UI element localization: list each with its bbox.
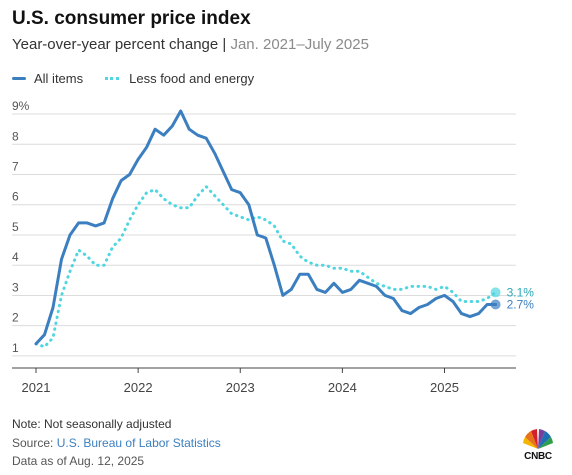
series-end-markers: 3.1%2.7% (490, 285, 535, 312)
data-as-of: Data as of Aug. 12, 2025 (12, 454, 145, 468)
y-tick-label: 2 (12, 311, 19, 325)
chart-note: Note: Not seasonally adjusted (12, 417, 172, 431)
x-tick-label: 2025 (430, 380, 459, 395)
cnbc-logo: CNBC (515, 425, 561, 465)
series-end-label: 2.7% (507, 298, 535, 312)
logo-text: CNBC (524, 451, 552, 462)
x-tick-label: 2021 (22, 380, 51, 395)
x-tick-label: 2024 (328, 380, 357, 395)
y-tick-label: 3 (12, 280, 19, 294)
y-tick-label: 4 (12, 250, 19, 264)
grid-lines (12, 113, 516, 357)
legend-item-core: Less food and energy (105, 71, 254, 86)
y-tick-label: 8 (12, 129, 19, 143)
source-link[interactable]: U.S. Bureau of Labor Statistics (56, 436, 221, 450)
legend-swatch-dotted (105, 77, 120, 80)
series-lines (34, 109, 498, 349)
y-axis-ticks: 1 2 3 4 5 6 7 8 9% (12, 99, 30, 355)
x-axis: 2021 2022 2023 2024 2025 (12, 367, 516, 395)
chart-source: Source: U.S. Bureau of Labor Statistics (12, 436, 221, 450)
peacock-logo-icon (523, 429, 553, 449)
chart-title: U.S. consumer price index (12, 8, 251, 29)
subtitle-range: Jan. 2021–July 2025 (230, 36, 369, 53)
line-chart: 1 2 3 4 5 6 7 8 9% 2021 2022 2023 2024 2025 3.1%2.7% (12, 99, 535, 395)
series-end-dot (490, 299, 501, 310)
legend-label: All items (34, 71, 84, 86)
series-line-core (34, 185, 498, 349)
subtitle-main: Year-over-year percent change | (12, 36, 231, 53)
x-tick-label: 2023 (226, 380, 255, 395)
y-tick-label: 6 (12, 190, 19, 204)
series-end-label: 3.1% (507, 285, 535, 299)
y-tick-label: 5 (12, 220, 19, 234)
legend-label: Less food and energy (129, 71, 255, 86)
y-tick-label: 1 (12, 341, 19, 355)
source-label: Source: (12, 436, 57, 450)
y-tick-label: 7 (12, 160, 19, 174)
series-end-dot (490, 287, 501, 298)
chart-subtitle: Year-over-year percent change | Jan. 202… (12, 36, 369, 53)
legend-item-all-items: All items (12, 71, 83, 86)
chart-legend: All items Less food and energy (12, 71, 276, 86)
x-tick-label: 2022 (124, 380, 153, 395)
series-line-all-items (34, 109, 498, 346)
legend-swatch-solid (12, 77, 26, 80)
y-tick-label: 9% (12, 99, 30, 113)
